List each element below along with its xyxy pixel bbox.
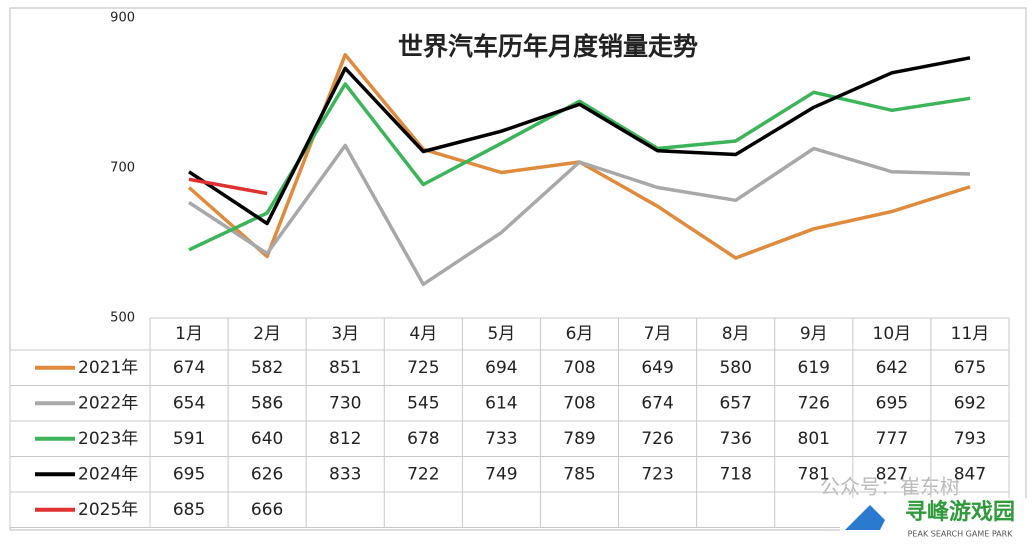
table-value: 642 [876, 358, 908, 378]
table-value: 789 [563, 429, 595, 449]
table-value: 781 [798, 464, 830, 484]
table-value: 708 [563, 358, 595, 378]
table-value: 694 [485, 358, 517, 378]
table-value: 654 [173, 393, 205, 413]
table-value: 649 [641, 358, 673, 378]
table-value: 801 [798, 429, 830, 449]
table-value: 736 [719, 429, 751, 449]
logo-text: 寻峰游戏园 [905, 499, 1015, 525]
table-value: 640 [251, 429, 283, 449]
y-tick-label: 700 [110, 161, 135, 176]
table-value: 833 [329, 464, 361, 484]
logo-icon [845, 505, 885, 530]
x-tick-label: 3月 [331, 324, 359, 344]
table-value: 793 [954, 429, 986, 449]
table-value: 626 [251, 464, 283, 484]
table-value: 851 [329, 358, 361, 378]
table-value: 582 [251, 358, 283, 378]
x-tick-label: 6月 [566, 324, 594, 344]
table-value: 675 [954, 358, 986, 378]
watermark: 公众号：崔东树 [820, 475, 960, 499]
table-value: 730 [329, 393, 361, 413]
table-value: 785 [563, 464, 595, 484]
table-value: 812 [329, 429, 361, 449]
x-tick-label: 8月 [722, 324, 750, 344]
x-tick-label: 10月 [873, 324, 912, 344]
x-tick-label: 2月 [253, 324, 281, 344]
legend-label: 2024年 [78, 464, 138, 484]
table-value: 657 [719, 393, 751, 413]
series-line [188, 82, 971, 252]
table-value: 586 [251, 393, 283, 413]
x-tick-label: 1月 [175, 324, 203, 344]
table-value: 692 [954, 393, 986, 413]
y-tick-label: 500 [110, 311, 135, 326]
table-value: 749 [485, 464, 517, 484]
table-value: 733 [485, 429, 517, 449]
series-line [188, 177, 268, 196]
series-line [188, 143, 971, 287]
logo-subtext: PEAK SEARCH GAME PARK [908, 530, 1014, 539]
table-value: 827 [876, 464, 908, 484]
table-value: 725 [407, 358, 439, 378]
table-value: 685 [173, 500, 205, 520]
table-value: 718 [719, 464, 751, 484]
table-value: 726 [798, 393, 830, 413]
table-value: 674 [173, 358, 205, 378]
x-tick-label: 5月 [487, 324, 515, 344]
table-value: 580 [719, 358, 751, 378]
chart-title: 世界汽车历年月度销量走势 [398, 32, 698, 61]
x-tick-label: 4月 [409, 324, 437, 344]
legend-label: 2022年 [78, 393, 138, 413]
legend-label: 2023年 [78, 429, 138, 449]
x-tick-label: 7月 [644, 324, 672, 344]
table-value: 695 [876, 393, 908, 413]
table-value: 847 [954, 464, 986, 484]
table-value: 723 [641, 464, 673, 484]
table-value: 726 [641, 429, 673, 449]
table-value: 619 [798, 358, 830, 378]
table-value: 614 [485, 393, 517, 413]
x-tick-label: 9月 [800, 324, 828, 344]
table-value: 666 [251, 500, 283, 520]
x-tick-label: 11月 [951, 324, 990, 344]
chart-border [9, 7, 1027, 531]
y-tick-label: 900 [110, 11, 135, 26]
table-value: 674 [641, 393, 673, 413]
table-value: 678 [407, 429, 439, 449]
table-value: 708 [563, 393, 595, 413]
legend-label: 2025年 [78, 500, 138, 520]
table-value: 722 [407, 464, 439, 484]
series-line [188, 56, 971, 226]
table-value: 591 [173, 429, 205, 449]
table-value: 695 [173, 464, 205, 484]
table-value: 545 [407, 393, 439, 413]
legend-label: 2021年 [78, 358, 138, 378]
table-value: 777 [876, 429, 908, 449]
